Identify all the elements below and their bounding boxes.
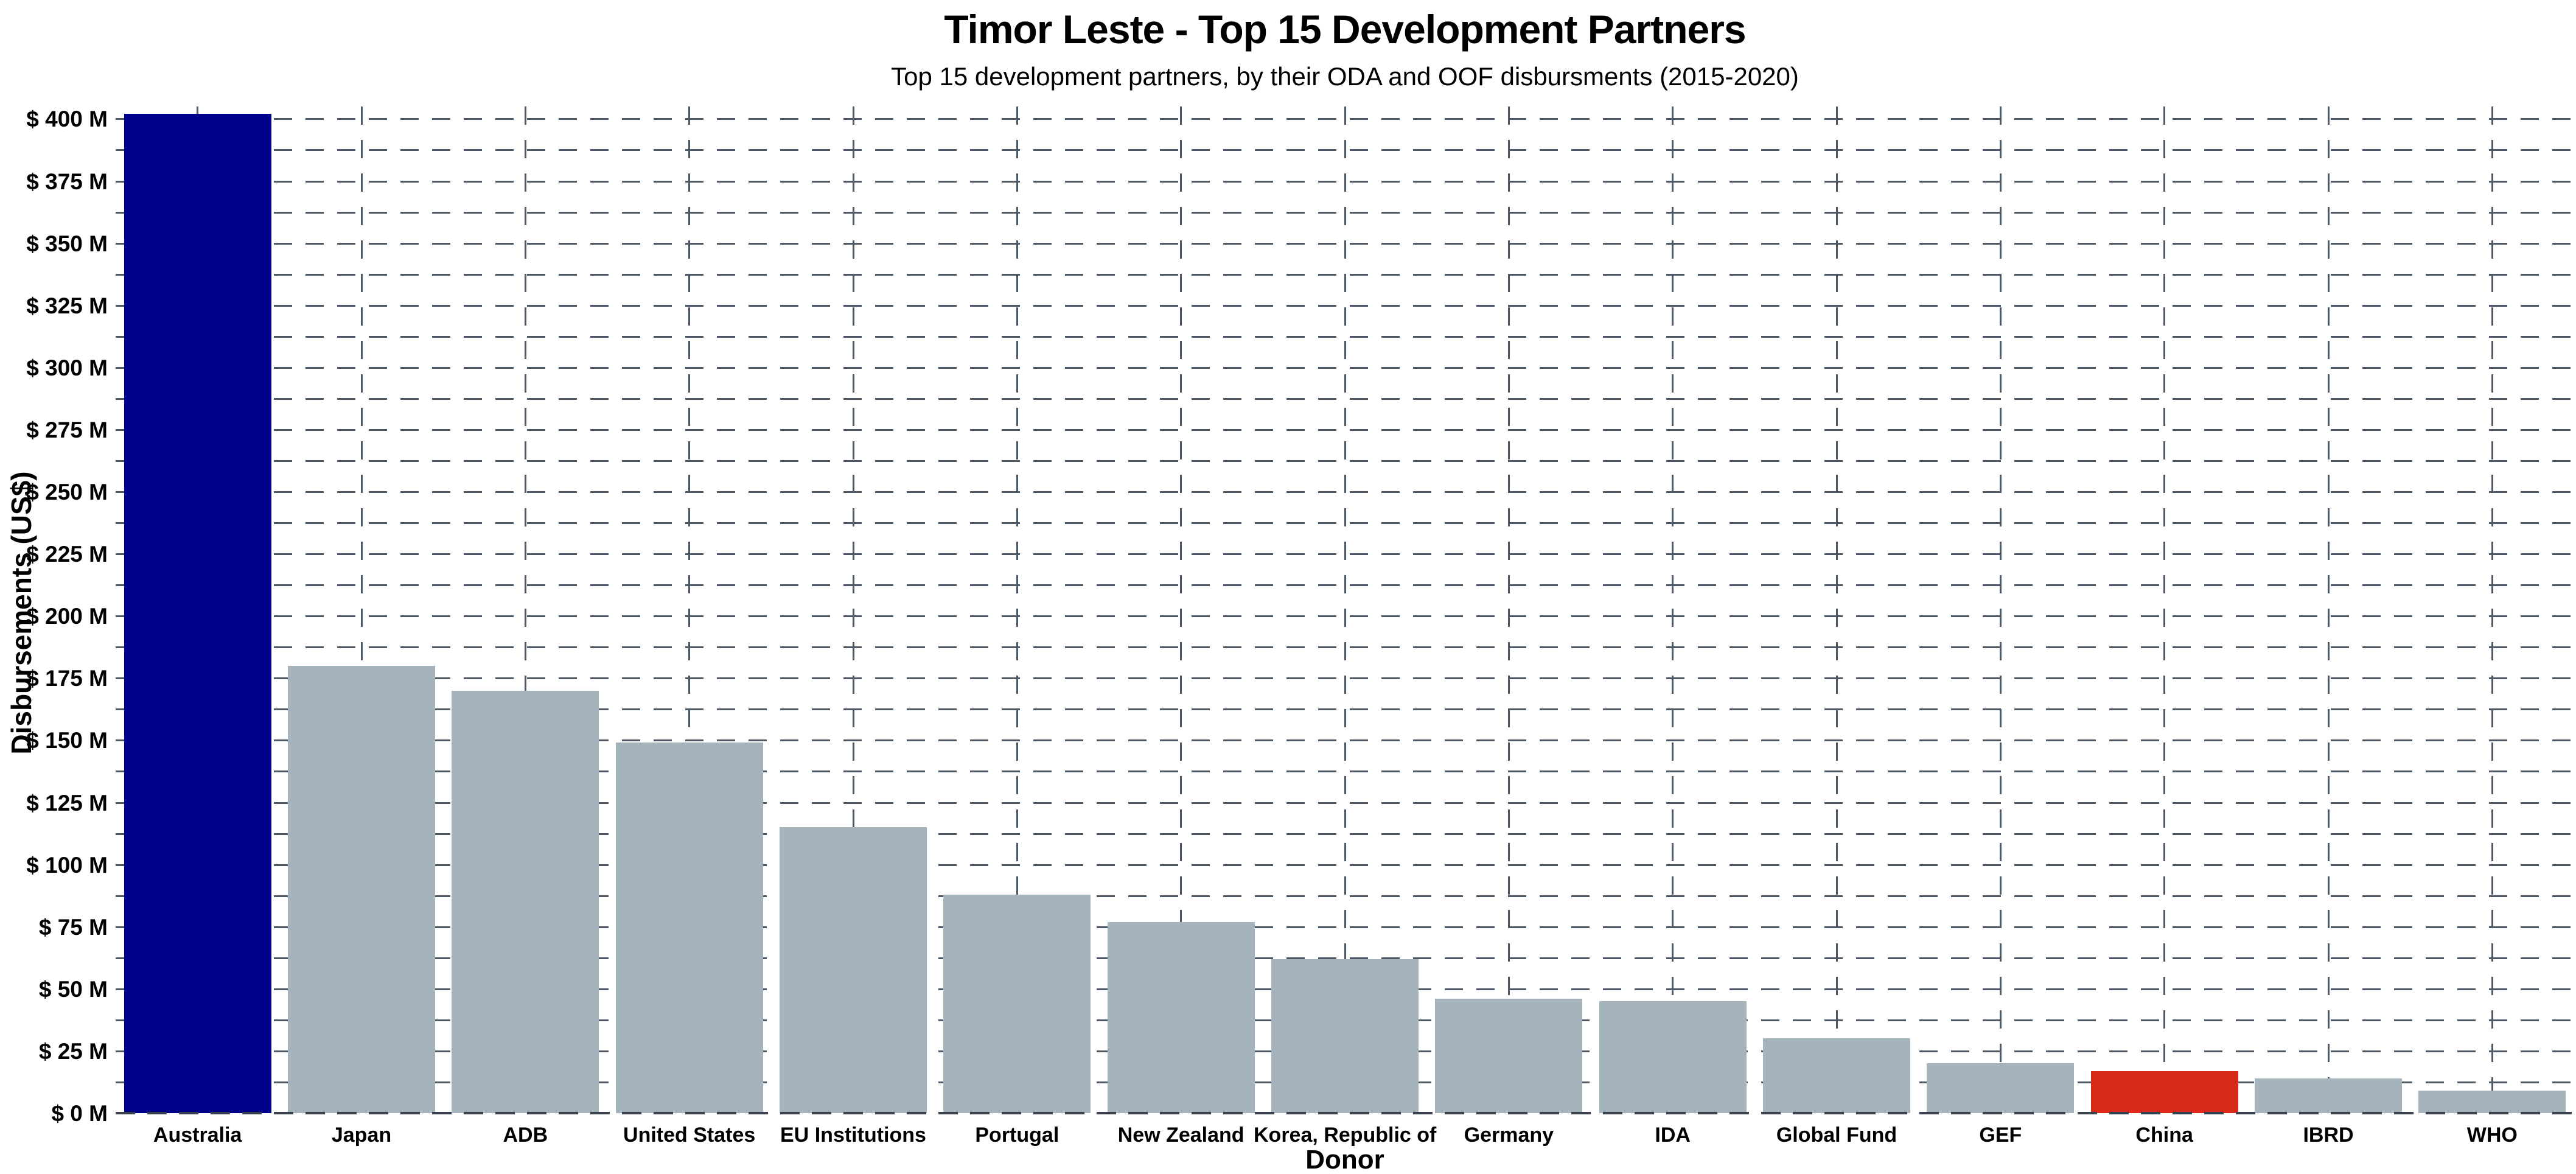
- x-tick-label: Global Fund: [1776, 1123, 1897, 1147]
- y-tick-label: $ 400 M: [26, 107, 108, 132]
- x-axis-title: Donor: [1305, 1145, 1384, 1174]
- y-tick-label: $ 325 M: [26, 293, 108, 318]
- y-tick-label: $ 300 M: [26, 355, 108, 380]
- y-tick-label: $ 350 M: [26, 231, 108, 256]
- y-tick-label: $ 75 M: [38, 914, 108, 940]
- vertical-gridline: [1016, 107, 1018, 1113]
- chart-title: Timor Leste - Top 15 Development Partner…: [944, 7, 1746, 52]
- bar-china: [2090, 1071, 2238, 1113]
- bar-global-fund: [1763, 1038, 1910, 1113]
- vertical-gridline: [1507, 107, 1510, 1113]
- x-tick-label: New Zealand: [1117, 1123, 1244, 1147]
- x-tick-label: WHO: [2466, 1123, 2518, 1147]
- y-tick-label: $ 200 M: [26, 604, 108, 629]
- y-tick-label: $ 25 M: [38, 1038, 108, 1064]
- vertical-gridline: [2327, 107, 2330, 1113]
- vertical-gridline: [2163, 107, 2166, 1113]
- y-tick-label: $ 225 M: [26, 542, 108, 567]
- vertical-gridline: [1180, 107, 1182, 1113]
- vertical-gridline: [1344, 107, 1346, 1113]
- vertical-gridline: [688, 107, 691, 1113]
- y-tick-label: $ 275 M: [26, 417, 108, 442]
- x-tick-label: GEF: [1979, 1123, 2022, 1147]
- x-axis-baseline: [116, 1112, 2574, 1114]
- x-tick-label: Japan: [331, 1123, 392, 1147]
- x-tick-label: Germany: [1464, 1123, 1554, 1147]
- bar-new-zealand: [1107, 921, 1255, 1113]
- y-tick-label: $ 50 M: [38, 976, 108, 1002]
- chart-subtitle: Top 15 development partners, by their OD…: [891, 62, 1799, 91]
- y-tick-label: $ 175 M: [26, 666, 108, 691]
- x-tick-label: Korea, Republic of: [1254, 1123, 1437, 1147]
- y-tick-label: $ 0 M: [51, 1101, 108, 1126]
- bar-united-states: [615, 742, 763, 1113]
- vertical-gridline: [1999, 107, 2002, 1113]
- x-tick-label: ADB: [503, 1123, 548, 1147]
- x-tick-label: China: [2135, 1123, 2193, 1147]
- bar-portugal: [943, 894, 1091, 1113]
- bar-germany: [1435, 999, 1583, 1113]
- x-tick-label: IDA: [1655, 1123, 1691, 1147]
- bar-ida: [1599, 1001, 1747, 1113]
- y-tick-label: $ 150 M: [26, 728, 108, 753]
- vertical-gridline: [1672, 107, 1674, 1113]
- vertical-gridline: [1835, 107, 1838, 1113]
- bar-eu-institutions: [780, 827, 927, 1113]
- bar-adb: [452, 690, 599, 1113]
- y-tick-label: $ 100 M: [26, 852, 108, 878]
- bar-who: [2418, 1091, 2566, 1113]
- y-tick-label: $ 375 M: [26, 169, 108, 194]
- x-tick-label: Portugal: [975, 1123, 1059, 1147]
- y-tick-label: $ 125 M: [26, 790, 108, 816]
- bar-gef: [1927, 1063, 2075, 1113]
- x-tick-label: United States: [623, 1123, 756, 1147]
- x-tick-label: IBRD: [2303, 1123, 2354, 1147]
- y-tick-label: $ 250 M: [26, 480, 108, 505]
- bar-ibrd: [2255, 1078, 2402, 1113]
- bar-australia: [124, 114, 271, 1113]
- x-tick-label: Australia: [153, 1123, 242, 1147]
- vertical-gridline: [852, 107, 854, 1113]
- vertical-gridline: [2491, 107, 2493, 1113]
- bar-japan: [288, 665, 435, 1113]
- x-tick-label: EU Institutions: [780, 1123, 926, 1147]
- bar-korea-republic-of: [1271, 959, 1419, 1113]
- plot-area: [116, 107, 2574, 1114]
- vertical-gridline: [524, 107, 526, 1113]
- vertical-gridline: [360, 107, 363, 1113]
